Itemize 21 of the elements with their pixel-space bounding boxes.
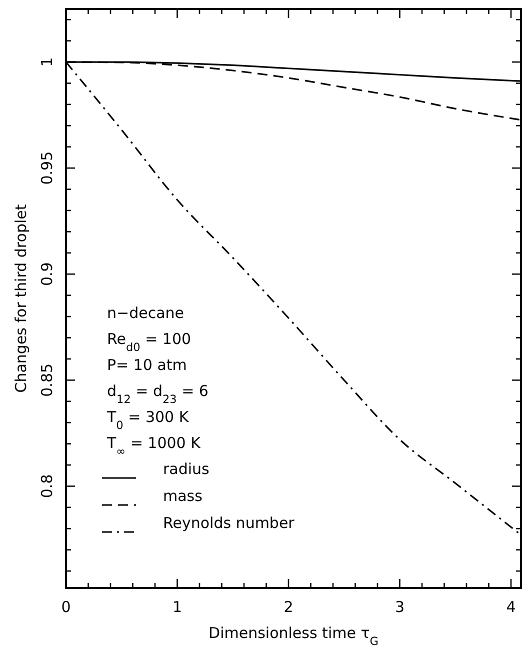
x-tick-label: 1	[172, 598, 182, 616]
legend-label: radius	[163, 460, 210, 478]
y-tick-label: 0.8	[38, 474, 56, 498]
annotation: n−decane	[107, 304, 184, 322]
x-tick-label: 0	[61, 598, 71, 616]
annotation: d$_{12}$ = d$_{23}$ = 6	[107, 382, 208, 406]
annotation: T$_{0}$ = 300 K	[106, 408, 190, 432]
x-tick-label: 3	[394, 598, 405, 616]
y-tick-label: 0.95	[38, 151, 56, 185]
annotation: P= 10 atm	[107, 356, 187, 374]
legend-label: Reynolds number	[163, 514, 296, 532]
y-axis-title: Changes for third droplet	[12, 204, 30, 393]
y-tick-label: 1	[38, 57, 56, 67]
y-tick-label: 0.9	[38, 262, 56, 286]
annotation: Re$_{d0}$ = 100	[107, 330, 192, 354]
x-tick-label: 2	[284, 598, 294, 616]
x-axis-title: Dimensionless time τ$_{G}$	[208, 624, 378, 648]
y-tick-label: 0.85	[38, 363, 56, 397]
x-tick-label: 4	[506, 598, 516, 616]
legend-label: mass	[163, 487, 203, 505]
annotation: T$_{∞}$ = 1000 K	[106, 434, 202, 458]
